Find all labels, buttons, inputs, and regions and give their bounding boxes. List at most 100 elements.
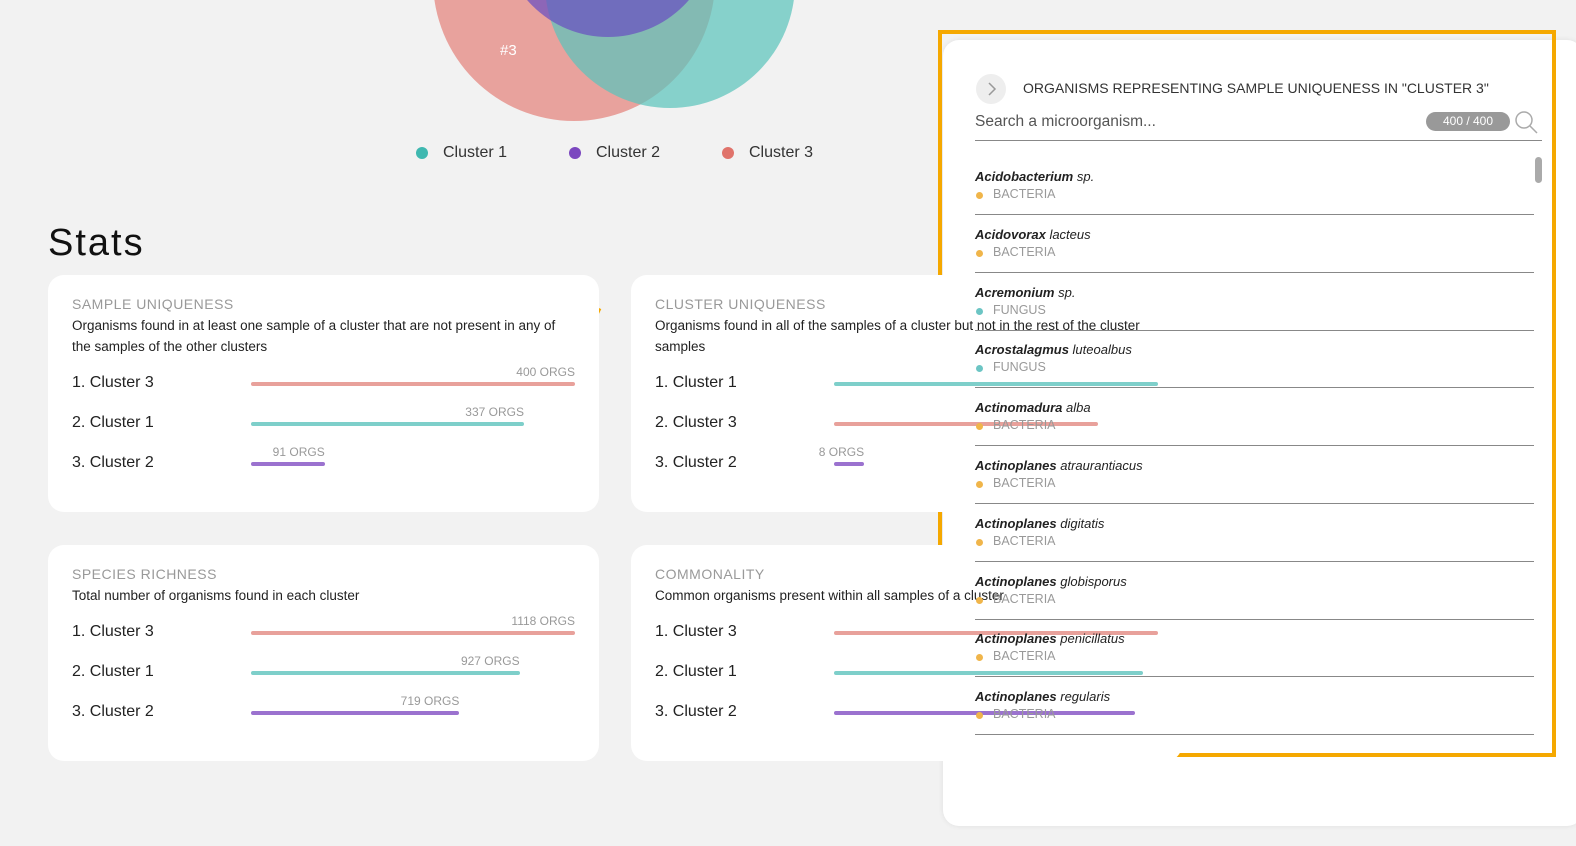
- kingdom-label: BACTERIA: [993, 649, 1056, 664]
- separator: [975, 676, 1534, 678]
- bar: [834, 711, 1136, 715]
- organism-name: Actinoplanes globisporus: [975, 574, 1127, 589]
- legend-label: Cluster 3: [749, 144, 814, 161]
- organism-name: Actinoplanes penicillatus: [975, 631, 1125, 646]
- row-label: 1. Cluster 3: [72, 374, 154, 391]
- bar: [251, 462, 325, 466]
- venn-circle: [527, 0, 689, 37]
- organism-name: Acidobacterium sp.: [975, 169, 1094, 184]
- kingdom-label: BACTERIA: [993, 707, 1056, 722]
- genus: Acidovorax: [975, 226, 1046, 242]
- kingdom-dot: [976, 192, 983, 199]
- bar: [251, 422, 524, 426]
- genus: Actinoplanes: [975, 689, 1057, 705]
- kingdom-dot: [976, 365, 983, 373]
- separator: [975, 214, 1534, 215]
- genus: Actinoplanes: [975, 573, 1057, 589]
- kingdom-dot: [976, 596, 983, 604]
- bar-value-label: 1118 ORGS: [511, 614, 575, 628]
- kingdom-label: BACTERIA: [993, 591, 1056, 606]
- bar-value-label: 719 ORGS: [400, 694, 460, 708]
- species: digitatis: [1060, 515, 1105, 531]
- separator: [975, 271, 1534, 273]
- stat-card: [48, 545, 599, 761]
- row-label: 3. Cluster 2: [72, 454, 154, 471]
- species: lacteus: [1049, 226, 1091, 242]
- bar: [834, 382, 1158, 386]
- kingdom-label: BACTERIA: [993, 418, 1056, 433]
- row-label: 3. Cluster 2: [655, 703, 737, 720]
- legend-label: Cluster 2: [596, 144, 661, 161]
- organism-name: Acremonium sp.: [975, 285, 1075, 300]
- search-input[interactable]: Search a microorganism...: [975, 113, 1156, 130]
- legend-dot: [416, 147, 428, 159]
- card-title: SPECIES RICHNESS: [72, 566, 217, 582]
- scrollbar[interactable]: [1535, 157, 1542, 183]
- species: sp.: [1058, 284, 1076, 300]
- bar: [251, 671, 520, 675]
- count-badge: 400 / 400: [1426, 112, 1510, 131]
- row-label: 2. Cluster 1: [655, 663, 737, 680]
- organism-name: Actinoplanes regularis: [975, 689, 1110, 704]
- genus: Acidobacterium: [975, 169, 1074, 184]
- bar: [834, 422, 1098, 426]
- card-description: Organisms found in all of the samples of…: [655, 318, 1140, 354]
- separator: [975, 560, 1534, 562]
- separator: [975, 734, 1534, 736]
- bar: [834, 462, 865, 466]
- organism-name: Actinoplanes atraurantiacus: [975, 458, 1143, 473]
- stat-card: [631, 545, 1182, 761]
- search-icon[interactable]: [1514, 109, 1540, 135]
- kingdom-label: FUNGUS: [993, 360, 1046, 375]
- genus: Acrostalagmus: [975, 342, 1069, 358]
- bar-value-label: 8 ORGS: [818, 445, 865, 459]
- card-description: Common organisms present within all samp…: [655, 588, 1004, 603]
- species: atraurantiacus: [1060, 458, 1143, 473]
- row-label: 1. Cluster 1: [655, 374, 737, 391]
- kingdom-dot: [976, 712, 983, 720]
- kingdom-dot: [976, 423, 983, 431]
- genus: Actinoplanes: [975, 515, 1057, 531]
- kingdom-dot: [976, 249, 983, 257]
- bar: [834, 671, 1143, 675]
- species: penicillatus: [1060, 631, 1125, 647]
- kingdom-dot: [976, 538, 983, 546]
- kingdom-label: BACTERIA: [993, 244, 1056, 259]
- bar-value-label: 927 ORGS: [460, 654, 520, 668]
- row-label: 2. Cluster 1: [72, 663, 154, 680]
- kingdom-label: FUNGUS: [993, 302, 1046, 317]
- kingdom-label: BACTERIA: [993, 476, 1056, 490]
- legend-dot: [569, 147, 581, 159]
- species: alba: [1066, 400, 1091, 416]
- legend-dot: [722, 147, 734, 159]
- legend-label: Cluster 1: [443, 144, 508, 161]
- bar: [251, 382, 575, 386]
- kingdom-dot: [976, 307, 983, 315]
- organism-name: Acidovorax lacteus: [975, 227, 1091, 242]
- kingdom-label: BACTERIA: [993, 187, 1056, 201]
- genus: Acremonium: [975, 284, 1055, 300]
- card-description: Organisms found in at least one sample o…: [72, 318, 556, 354]
- bar-value-label: 400 ORGS: [516, 365, 575, 379]
- card-title: SAMPLE UNIQUENESS: [72, 296, 234, 312]
- kingdom-dot: [976, 481, 983, 488]
- card-description: Total number of organisms found in each …: [72, 588, 360, 603]
- separator: [975, 618, 1534, 620]
- organism-name: Actinomadura alba: [975, 400, 1091, 415]
- row-label: 2. Cluster 3: [655, 414, 737, 431]
- separator: [975, 387, 1534, 389]
- species: regularis: [1060, 689, 1111, 705]
- row-label: 2. Cluster 1: [72, 414, 154, 431]
- row-label: 1. Cluster 3: [655, 623, 737, 640]
- bar-value-label: 91 ORGS: [272, 445, 325, 459]
- row-label: 1. Cluster 3: [72, 623, 154, 640]
- row-label: 3. Cluster 2: [72, 703, 154, 720]
- search-underline: [975, 140, 1542, 141]
- bar: [251, 711, 460, 715]
- bar: [834, 631, 1158, 635]
- row-label: 3. Cluster 2: [655, 454, 737, 471]
- kingdom-dot: [976, 654, 983, 662]
- bar-value-label: 337 ORGS: [465, 405, 524, 419]
- collapse-button[interactable]: [975, 73, 1007, 105]
